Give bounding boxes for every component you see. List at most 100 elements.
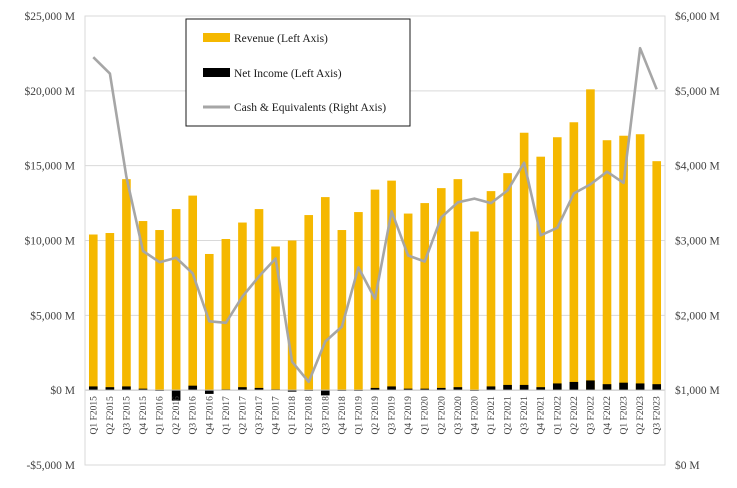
x-tick-label: Q2 F2021 [504,396,514,435]
revenue-bar [188,196,197,391]
revenue-bar [288,241,297,391]
legend-swatch-net-income [203,68,230,77]
x-tick-label: Q3 F2016 [189,396,199,435]
net-income-bar [188,386,197,390]
net-income-bar [636,383,645,390]
legend: Revenue (Left Axis) Net Income (Left Axi… [186,19,410,126]
x-tick-label: Q3 F2017 [255,396,265,435]
revenue-bar [155,230,164,390]
x-tick-label: Q4 F2018 [338,396,348,435]
x-tick-label: Q4 F2015 [139,396,149,435]
legend-label-net-income: Net Income (Left Axis) [234,68,342,80]
revenue-bar [122,179,131,390]
revenue-bar [404,214,413,391]
y-right-tick-label: $3,000 M [675,235,720,248]
x-tick-label: Q3 F2019 [388,396,398,435]
net-income-bar [321,390,330,395]
net-income-bar [619,383,628,390]
y-right-tick-label: $1,000 M [675,384,720,397]
y-left-tick-label: $0 M [50,384,75,397]
y-left-tick-label: $5,000 M [30,309,75,322]
revenue-bar [255,209,264,390]
revenue-bar [338,230,347,390]
net-income-bar [487,386,496,390]
x-tick-label: Q3 F2023 [653,396,663,435]
x-tick-label: Q2 F2022 [570,396,580,435]
revenue-bar [503,173,512,390]
revenue-bar [586,89,595,390]
y-right-tick-label: $0 M [675,459,700,472]
x-tick-label: Q2 F2018 [305,396,315,435]
net-income-bar [652,384,661,390]
net-income-bar [205,390,214,394]
x-tick-label: Q3 F2022 [586,396,596,435]
bars [89,89,661,400]
revenue-bar [172,209,181,390]
x-tick-label: Q1 F2022 [553,396,563,435]
net-income-bar [603,384,612,390]
y-right-tick-label: $4,000 M [675,160,720,173]
revenue-bar [652,161,661,390]
revenue-bar [89,235,98,391]
y-left-tick-label: $10,000 M [25,235,75,248]
revenue-bar [354,212,363,390]
x-tick-label: Q2 F2020 [437,396,447,435]
revenue-bar [470,232,479,391]
y-right-tick-label: $6,000 M [675,10,720,23]
y-right-tick-label: $2,000 M [675,309,720,322]
revenue-bar [238,223,247,391]
net-income-bar [89,386,98,390]
x-tick-label: Q3 F2021 [520,396,530,435]
revenue-bar [553,137,562,390]
net-income-bar [520,385,529,390]
y-right-tick-label: $5,000 M [675,85,720,98]
revenue-bar [454,179,463,390]
revenue-bar [570,122,579,390]
revenue-bar [321,197,330,390]
revenue-bar [603,140,612,390]
legend-label-cash: Cash & Equivalents (Right Axis) [234,102,386,114]
x-tick-label: Q1 F2018 [288,396,298,435]
y-left-tick-label: $15,000 M [25,160,75,173]
revenue-bar [536,157,545,390]
x-tick-label: Q4 F2016 [205,396,215,435]
x-tick-label: Q3 F2020 [454,396,464,435]
x-tick-label: Q1 F2021 [487,396,497,435]
revenue-bar [304,215,313,390]
x-tick-label: Q3 F2018 [321,396,331,435]
revenue-bar [222,239,231,390]
x-tick-label: Q2 F2017 [238,396,248,435]
net-income-bar [503,385,512,390]
revenue-bar [487,191,496,390]
legend-swatch-revenue [203,33,230,42]
y-left-tick-label: $25,000 M [25,10,75,23]
revenue-bar [106,233,115,390]
x-tick-label: Q3 F2015 [122,396,132,435]
revenue-bar [271,246,280,390]
net-income-bar [586,380,595,390]
x-tick-label: Q4 F2019 [404,396,414,435]
x-tick-label: Q1 F2020 [421,396,431,435]
revenue-bar [420,203,429,390]
x-tick-label: Q1 F2017 [222,396,232,435]
x-tick-label: Q4 F2022 [603,396,613,435]
x-tick-label: Q4 F2017 [272,396,282,435]
x-tick-label: Q1 F2023 [620,396,630,435]
net-income-bar [387,386,396,390]
x-tick-label: Q1 F2016 [156,396,166,435]
legend-label-revenue: Revenue (Left Axis) [234,33,328,45]
x-tick-label: Q2 F2016 [172,396,182,435]
x-tick-label: Q4 F2020 [470,396,480,435]
x-tick-label: Q2 F2023 [636,396,646,435]
x-tick-label: Q1 F2019 [354,396,364,435]
y-left-tick-label: $20,000 M [25,85,75,98]
y-left-tick-label: -$5,000 M [26,459,75,472]
net-income-bar [553,383,562,390]
x-tick-label: Q2 F2019 [371,396,381,435]
x-tick-label: Q2 F2015 [106,396,116,435]
x-tick-label: Q4 F2021 [537,396,547,435]
net-income-bar [122,386,131,390]
net-income-bar [570,382,579,390]
